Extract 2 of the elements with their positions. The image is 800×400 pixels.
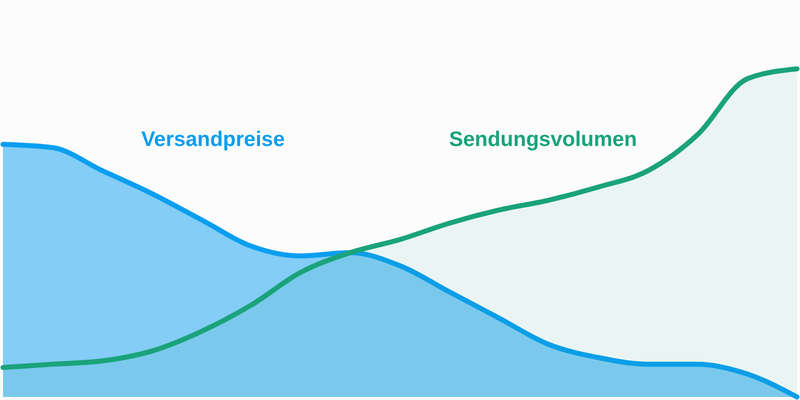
series-label: Sendungsvolumen <box>449 128 637 151</box>
series-label: Versandpreise <box>141 128 285 151</box>
